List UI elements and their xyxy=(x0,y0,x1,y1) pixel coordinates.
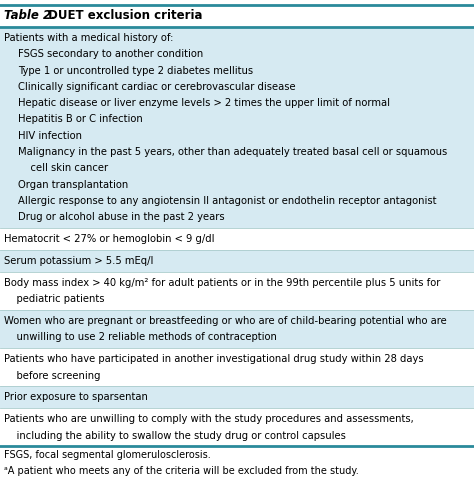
Text: ᵃA patient who meets any of the criteria will be excluded from the study.: ᵃA patient who meets any of the criteria… xyxy=(4,466,358,476)
Text: Patients with a medical history of:: Patients with a medical history of: xyxy=(4,33,173,43)
Text: Women who are pregnant or breastfeeding or who are of child-bearing potential wh: Women who are pregnant or breastfeeding … xyxy=(4,316,447,326)
Text: before screening: before screening xyxy=(4,370,100,381)
Text: Serum potassium > 5.5 mEq/l: Serum potassium > 5.5 mEq/l xyxy=(4,256,153,266)
Bar xyxy=(0,272,474,310)
Text: cell skin cancer: cell skin cancer xyxy=(18,164,108,173)
Text: Hepatitis B or C infection: Hepatitis B or C infection xyxy=(18,115,143,124)
Text: Malignancy in the past 5 years, other than adequately treated basal cell or squa: Malignancy in the past 5 years, other th… xyxy=(18,147,447,157)
Bar xyxy=(0,408,474,446)
Text: Type 1 or uncontrolled type 2 diabetes mellitus: Type 1 or uncontrolled type 2 diabetes m… xyxy=(18,66,253,75)
Text: Table 2.: Table 2. xyxy=(4,9,55,23)
Text: pediatric patients: pediatric patients xyxy=(4,294,104,304)
Text: Hematocrit < 27% or hemoglobin < 9 g/dl: Hematocrit < 27% or hemoglobin < 9 g/dl xyxy=(4,234,214,244)
Text: unwilling to use 2 reliable methods of contraception: unwilling to use 2 reliable methods of c… xyxy=(4,332,277,343)
Text: Clinically significant cardiac or cerebrovascular disease: Clinically significant cardiac or cerebr… xyxy=(18,82,296,92)
Text: DUET exclusion criteria: DUET exclusion criteria xyxy=(44,9,202,23)
Text: Drug or alcohol abuse in the past 2 years: Drug or alcohol abuse in the past 2 year… xyxy=(18,213,225,222)
Text: Patients who are unwilling to comply with the study procedures and assessments,: Patients who are unwilling to comply wit… xyxy=(4,414,413,424)
Bar xyxy=(0,387,474,408)
Text: Organ transplantation: Organ transplantation xyxy=(18,180,128,190)
Text: HIV infection: HIV infection xyxy=(18,131,82,141)
Bar xyxy=(0,27,474,228)
Text: including the ability to swallow the study drug or control capsules: including the ability to swallow the stu… xyxy=(4,431,346,441)
Bar xyxy=(0,310,474,348)
Bar xyxy=(0,228,474,250)
Bar xyxy=(0,250,474,272)
Text: Hepatic disease or liver enzyme levels > 2 times the upper limit of normal: Hepatic disease or liver enzyme levels >… xyxy=(18,98,390,108)
Text: Body mass index > 40 kg/m² for adult patients or in the 99th percentile plus 5 u: Body mass index > 40 kg/m² for adult pat… xyxy=(4,278,440,288)
Bar xyxy=(0,5,474,27)
Text: Patients who have participated in another investigational drug study within 28 d: Patients who have participated in anothe… xyxy=(4,354,423,364)
Text: FSGS secondary to another condition: FSGS secondary to another condition xyxy=(18,49,203,59)
Text: Prior exposure to sparsentan: Prior exposure to sparsentan xyxy=(4,392,148,402)
Bar xyxy=(0,348,474,387)
Text: FSGS, focal segmental glomerulosclerosis.: FSGS, focal segmental glomerulosclerosis… xyxy=(4,450,210,461)
Text: Allergic response to any angiotensin II antagonist or endothelin receptor antago: Allergic response to any angiotensin II … xyxy=(18,196,437,206)
